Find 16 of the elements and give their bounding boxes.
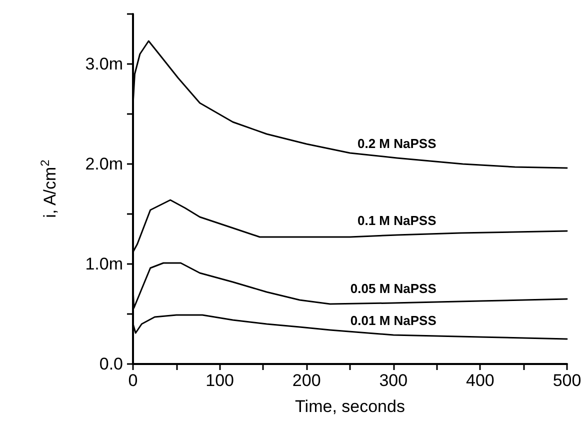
series-label: 0.1 M NaPSS xyxy=(357,213,437,228)
x-tick-label: 400 xyxy=(466,371,494,390)
x-tick-label: 200 xyxy=(292,371,321,390)
y-tick-label: 1.0m xyxy=(85,254,123,274)
y-tick-label: 3.0m xyxy=(85,54,123,74)
x-tick-label: 500 xyxy=(552,371,582,390)
x-axis-title: Time, seconds xyxy=(295,397,405,416)
series-label: 0.2 M NaPSS xyxy=(357,136,437,151)
y-axis-title: i, A/cm2 xyxy=(38,159,60,218)
y-tick-label: 0.0 xyxy=(99,354,123,374)
x-tick-label: 100 xyxy=(206,371,234,390)
series-label: 0.01 M NaPSS xyxy=(350,313,437,328)
x-tick-label: 0 xyxy=(128,371,138,390)
y-tick-label: 2.0m xyxy=(85,154,123,174)
series-label: 0.05 M NaPSS xyxy=(350,281,437,296)
x-tick-label: 300 xyxy=(379,371,408,390)
